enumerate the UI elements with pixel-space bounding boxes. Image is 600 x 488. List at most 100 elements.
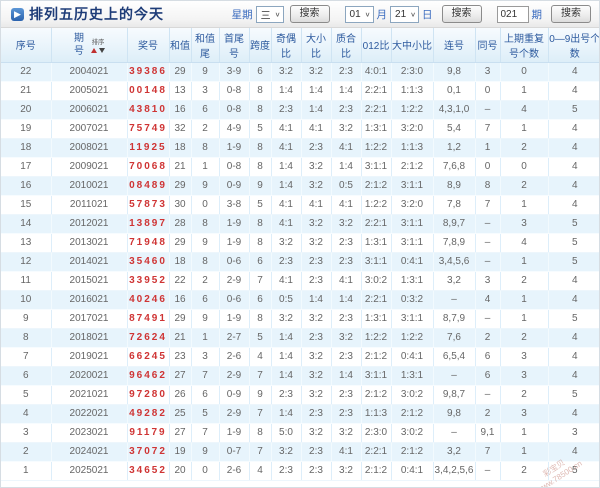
history-table-body: 22 2004021 39386 29 9 3-9 6 3:2 3:2 2:3 4:0:1 2:3:0… [1,62,599,481]
cell-lianhao: 7,6 [433,328,476,348]
cell-jioubi: 1:4 [271,366,302,386]
cell-daxiaobi: 4:1 [301,195,332,215]
cell-dazhongxiaobi: 0:3:2 [391,290,434,310]
col-header-chuhaogeshu: 0—9出号个数 [548,28,599,63]
cell-dazhongxiaobi: 0:4:1 [391,252,434,272]
cell-kuadu: 8 [249,157,272,177]
cell-hezhiwei: 3 [191,81,220,101]
cell-lianhao: 0,1 [433,81,476,101]
cell-zhihebi: 1:4 [331,157,362,177]
cell-hezhi: 18 [169,138,192,158]
cell-daxiaobi: 2:3 [301,328,332,348]
cell-hezhi: 32 [169,119,192,139]
cell-jioubi: 3:2 [271,62,302,82]
month-select[interactable]: 01 ∨ [344,5,374,23]
cell-shouweihao: 1-9 [219,309,250,329]
cell-daxiaobi: 3:2 [301,214,332,234]
cell-daxiaobi: 2:3 [301,442,332,462]
cell-shangqichongfu: 1 [500,252,549,272]
weekday-select[interactable]: 三 ∨ [255,5,284,23]
title-bullet-icon: ▶ [11,7,24,21]
sort-control[interactable]: 排序 [91,37,105,53]
cell-lianhao: 9,8 [433,404,476,424]
sort-desc-icon[interactable] [99,47,105,53]
cell-chuhaogeshu: 5 [548,214,599,234]
cell-jianghao: 00148 [127,81,170,101]
cell-jianghao: 87491 [127,309,170,329]
cell-hezhi: 16 [169,100,192,120]
cell-chuhaogeshu: 3 [548,423,599,443]
cell-lianhao: 8,9,7 [433,214,476,234]
issue-input[interactable] [496,5,529,23]
cell-shouweihao: 1-9 [219,423,250,443]
cell-xuhao: 6 [1,366,52,386]
cell-zhihebi: 1:4 [331,290,362,310]
cell-chuhaogeshu: 4 [548,290,599,310]
cell-lianhao: 3,4,5,6 [433,252,476,272]
cell-jioubi: 4:1 [271,119,302,139]
cell-lianhao: – [433,423,476,443]
table-row: 2 2024021 37072 19 9 0-7 7 3:2 2:3 4:1 2:2:1 2:1:2 3… [1,442,599,462]
cell-hezhi: 23 [169,347,192,367]
cell-xuhao: 7 [1,347,52,367]
cell-kuadu: 4 [249,347,272,367]
cell-hezhiwei: 9 [191,62,220,82]
cell-chuhaogeshu: 4 [548,176,599,196]
cell-hezhi: 26 [169,385,192,405]
cell-zhihebi: 3:2 [331,214,362,234]
cell-shangqichongfu: 3 [500,347,549,367]
cell-tonghao: 8 [475,176,501,196]
cell-tonghao: – [475,385,501,405]
cell-tonghao: – [475,461,501,481]
weekday-search-button[interactable]: 搜索 [289,5,330,23]
cell-zhihebi: 3:2 [331,328,362,348]
cell-chuhaogeshu: 4 [548,157,599,177]
cell-xuhao: 22 [1,62,52,82]
table-row: 16 2010021 08489 29 9 0-9 9 1:4 3:2 0:5 2:1:2 3:1:1… [1,176,599,196]
cell-daxiaobi: 3:2 [301,366,332,386]
cell-012bi: 2:1:2 [361,385,392,405]
cell-tonghao: 1 [475,138,501,158]
cell-012bi: 2:1:2 [361,347,392,367]
cell-xuhao: 10 [1,290,52,310]
cell-shangqichongfu: 0 [500,62,549,82]
cell-tonghao: – [475,100,501,120]
cell-012bi: 3:0:2 [361,271,392,291]
cell-jioubi: 4:1 [271,214,302,234]
cell-kuadu: 7 [249,442,272,462]
cell-zhihebi: 3:2 [331,119,362,139]
cell-012bi: 2:1:2 [361,461,392,481]
cell-kuadu: 8 [249,309,272,329]
cell-qihao: 2018021 [51,328,128,348]
table-row: 14 2012021 13897 28 8 1-9 8 4:1 3:2 3:2 2:2:1 3:1:1… [1,214,599,234]
sort-asc-icon[interactable] [91,47,97,53]
cell-shouweihao: 0-6 [219,290,250,310]
cell-shangqichongfu: 1 [500,195,549,215]
cell-kuadu: 9 [249,176,272,196]
cell-dazhongxiaobi: 3:1:1 [391,176,434,196]
col-header-hezhi: 和值 [169,28,192,63]
cell-dazhongxiaobi: 3:0:2 [391,423,434,443]
cell-lianhao: 5,4 [433,119,476,139]
cell-kuadu: 8 [249,81,272,101]
issue-search-button[interactable]: 搜索 [551,5,591,23]
day-select[interactable]: 21 ∨ [390,5,419,23]
cell-qihao: 2025021 [51,461,128,481]
date-search-button[interactable]: 搜索 [441,5,482,23]
cell-zhihebi: 2:3 [331,309,362,329]
cell-daxiaobi: 2:3 [301,138,332,158]
cell-qihao: 2011021 [51,195,128,215]
cell-zhihebi: 2:3 [331,385,362,405]
issue-label: 期 [531,8,543,21]
cell-jioubi: 2:3 [271,385,302,405]
cell-qihao: 2013021 [51,233,128,253]
cell-012bi: 2:2:1 [361,214,392,234]
cell-shouweihao: 4-9 [219,119,250,139]
cell-lianhao: – [433,290,476,310]
cell-hezhiwei: 9 [191,309,220,329]
cell-lianhao: 3,4,2,5,6 [433,461,476,481]
cell-012bi: 1:1:3 [361,404,392,424]
cell-jioubi: 4:1 [271,138,302,158]
cell-hezhi: 21 [169,157,192,177]
cell-dazhongxiaobi: 0:4:1 [391,347,434,367]
